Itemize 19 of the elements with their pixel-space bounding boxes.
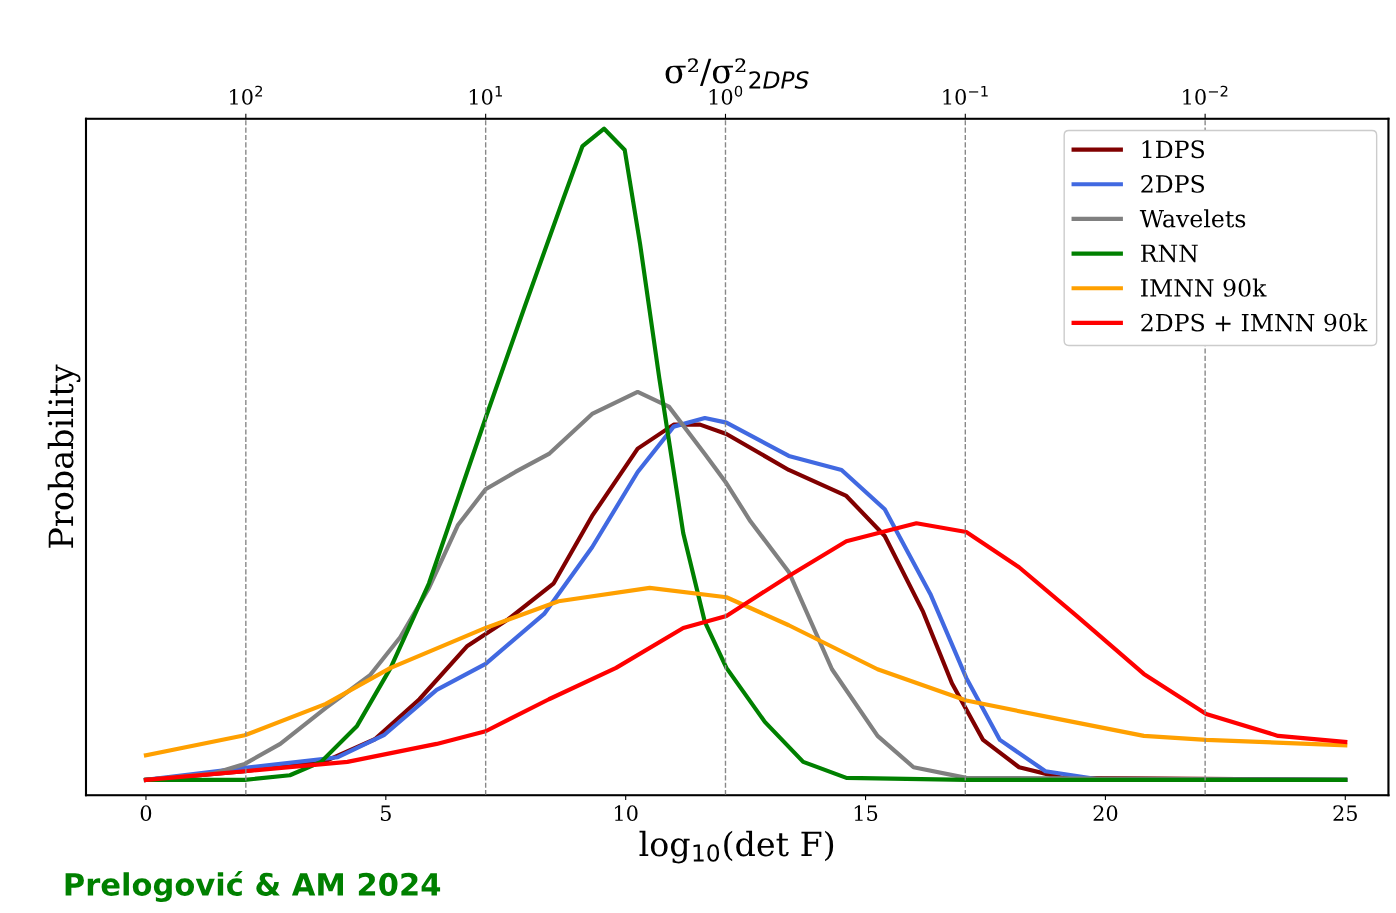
legend-label: 2DPS bbox=[1141, 175, 1205, 193]
x-tick-label: 10 bbox=[614, 805, 638, 822]
x-tick-label: 20 bbox=[1093, 805, 1118, 822]
y-axis-title: Probability bbox=[47, 364, 81, 548]
legend-label: IMNN 90k bbox=[1141, 278, 1267, 297]
legend-label: 1DPS bbox=[1142, 140, 1205, 159]
legend-label: RNN bbox=[1141, 244, 1198, 263]
x2-tick-label: 10$^{−2}$ bbox=[1183, 85, 1228, 105]
x-tick-label: 15 bbox=[854, 805, 878, 822]
legend-label: 2DPS + IMNN 90k bbox=[1141, 313, 1368, 332]
x-axis-title: log$_{10}$(det F) bbox=[639, 830, 834, 864]
x2-tick-label: 10$^{−1}$ bbox=[943, 85, 988, 105]
text: Prelogović & AM 2024 bbox=[65, 871, 441, 903]
x-tick-label: 25 bbox=[1333, 805, 1357, 822]
x-tick-label: 0 bbox=[140, 805, 152, 822]
x2-tick-label: 10$^{1}$ bbox=[469, 85, 502, 105]
x2-tick-label: 10$^{2}$ bbox=[230, 85, 263, 105]
legend-label: Wavelets bbox=[1139, 209, 1246, 228]
x-tick-label: 5 bbox=[380, 805, 391, 822]
